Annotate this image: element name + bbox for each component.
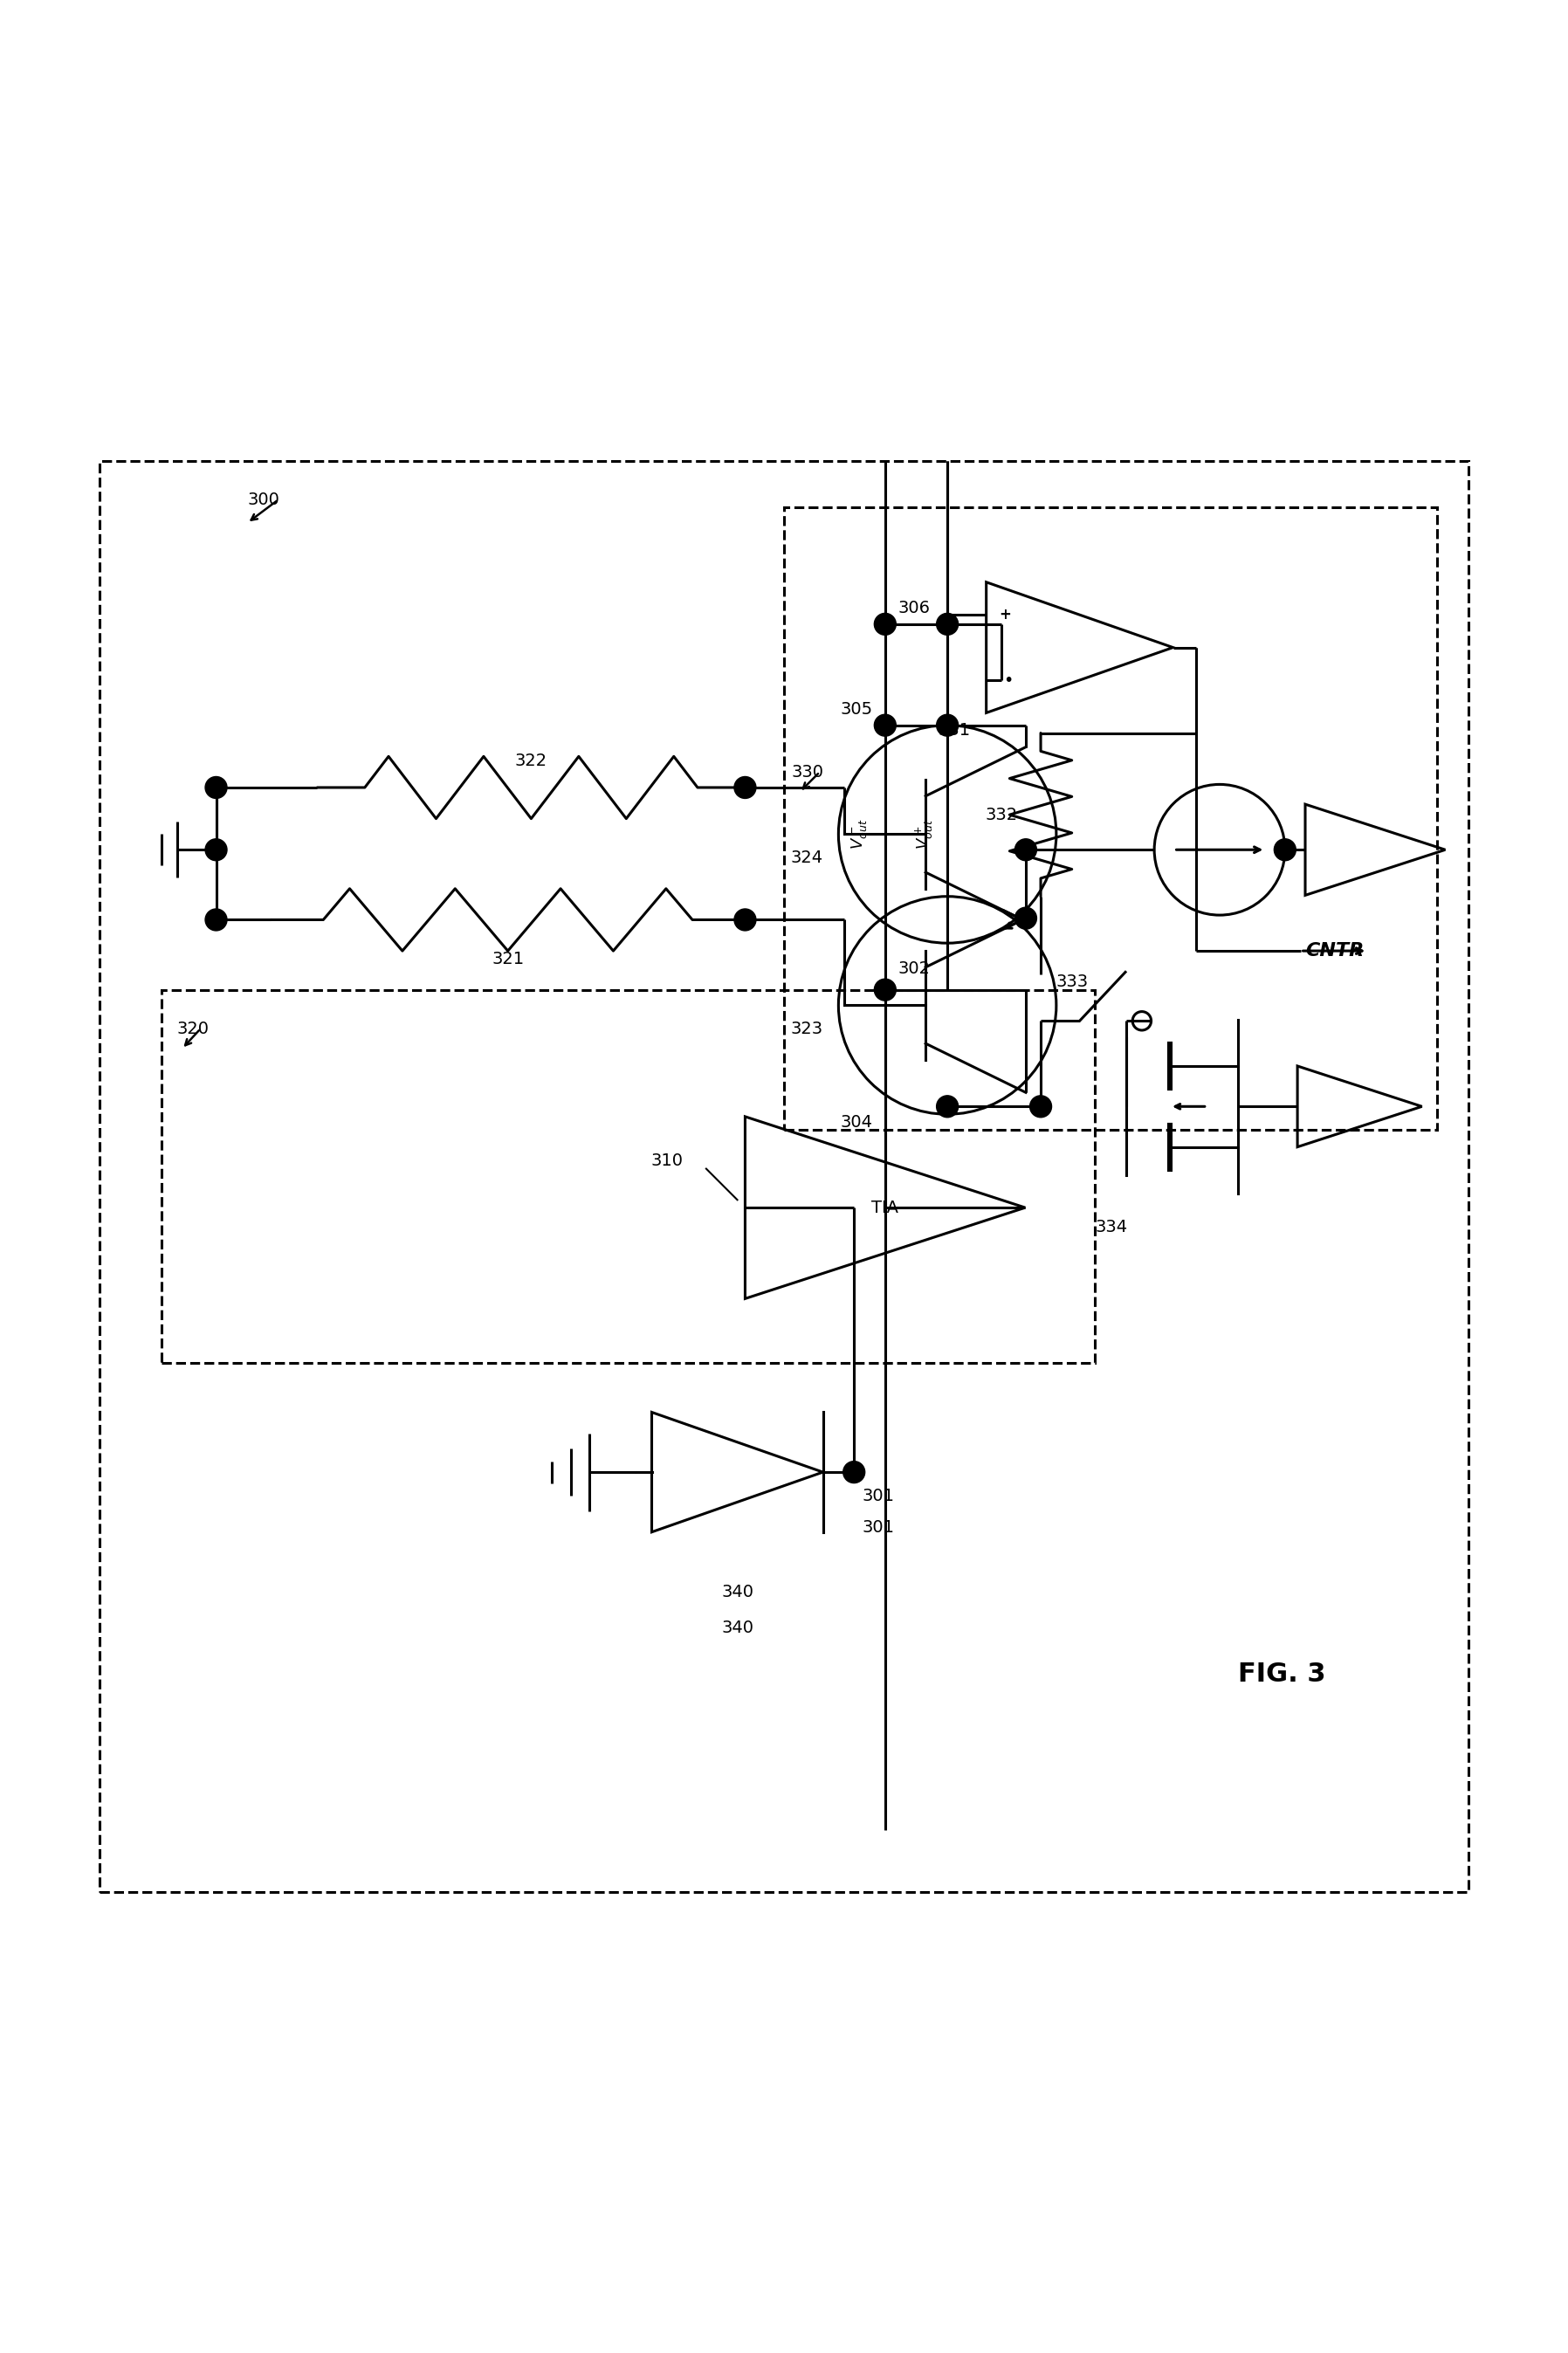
Text: 310: 310: [651, 1153, 684, 1169]
Text: 304: 304: [840, 1115, 873, 1132]
Text: 331: 331: [938, 722, 971, 739]
Text: TIA: TIA: [872, 1200, 898, 1217]
Circle shape: [734, 908, 756, 932]
Text: 305: 305: [840, 701, 873, 718]
Circle shape: [205, 840, 227, 861]
Text: $V^-_{out}$: $V^-_{out}$: [850, 819, 869, 849]
Circle shape: [205, 908, 227, 932]
Text: 340: 340: [721, 1619, 754, 1638]
Text: 332: 332: [985, 807, 1018, 824]
Circle shape: [875, 715, 895, 736]
Text: $V^+_{out}$: $V^+_{out}$: [914, 819, 935, 849]
Circle shape: [1014, 908, 1036, 929]
Text: 330: 330: [792, 765, 825, 781]
Text: CNTR: CNTR: [1305, 941, 1364, 960]
Text: 320: 320: [177, 1021, 210, 1038]
Circle shape: [205, 776, 227, 798]
Circle shape: [734, 776, 756, 798]
Circle shape: [875, 614, 895, 635]
Text: 301: 301: [862, 1487, 894, 1504]
Text: +: +: [999, 607, 1011, 624]
Circle shape: [844, 1461, 866, 1482]
Circle shape: [875, 979, 895, 1000]
Text: 334: 334: [1094, 1219, 1127, 1235]
Text: 323: 323: [790, 1021, 823, 1038]
Text: 301: 301: [862, 1520, 894, 1537]
Text: 321: 321: [492, 951, 524, 967]
Text: 306: 306: [897, 600, 930, 616]
Circle shape: [1030, 1096, 1052, 1118]
Text: 300: 300: [248, 492, 279, 508]
Circle shape: [1275, 840, 1295, 861]
Text: FIG. 3: FIG. 3: [1239, 1661, 1327, 1687]
Circle shape: [936, 1096, 958, 1118]
Text: 333: 333: [1057, 974, 1088, 991]
Circle shape: [1014, 840, 1036, 861]
Text: •: •: [1004, 673, 1013, 689]
Text: 302: 302: [897, 960, 930, 976]
Circle shape: [1132, 1012, 1151, 1031]
Circle shape: [936, 614, 958, 635]
Text: 322: 322: [514, 753, 547, 769]
Text: 340: 340: [721, 1584, 754, 1600]
Circle shape: [936, 715, 958, 736]
Text: 324: 324: [790, 849, 823, 866]
